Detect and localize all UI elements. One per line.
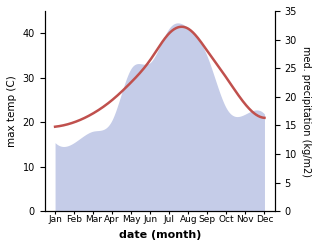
X-axis label: date (month): date (month) [119,230,201,240]
Y-axis label: max temp (C): max temp (C) [7,75,17,147]
Y-axis label: med. precipitation (kg/m2): med. precipitation (kg/m2) [301,46,311,177]
